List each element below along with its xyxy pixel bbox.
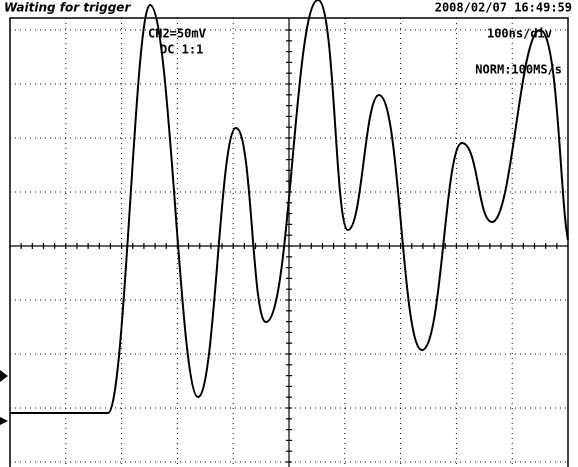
screen-border bbox=[9, 17, 569, 467]
waveform bbox=[10, 0, 569, 414]
acquisition-mode: NORM:100MS/s bbox=[475, 63, 562, 77]
status-text: Waiting for trigger bbox=[4, 1, 131, 15]
channel-scale: CH2=50mV bbox=[148, 27, 206, 41]
trigger-level-marker bbox=[0, 417, 8, 425]
timebase: 100ns/div bbox=[487, 27, 552, 41]
channel-marker bbox=[0, 370, 8, 382]
channel-coupling: DC 1:1 bbox=[160, 43, 203, 57]
date-time: 2008/02/07 16:49:59 bbox=[435, 1, 572, 15]
